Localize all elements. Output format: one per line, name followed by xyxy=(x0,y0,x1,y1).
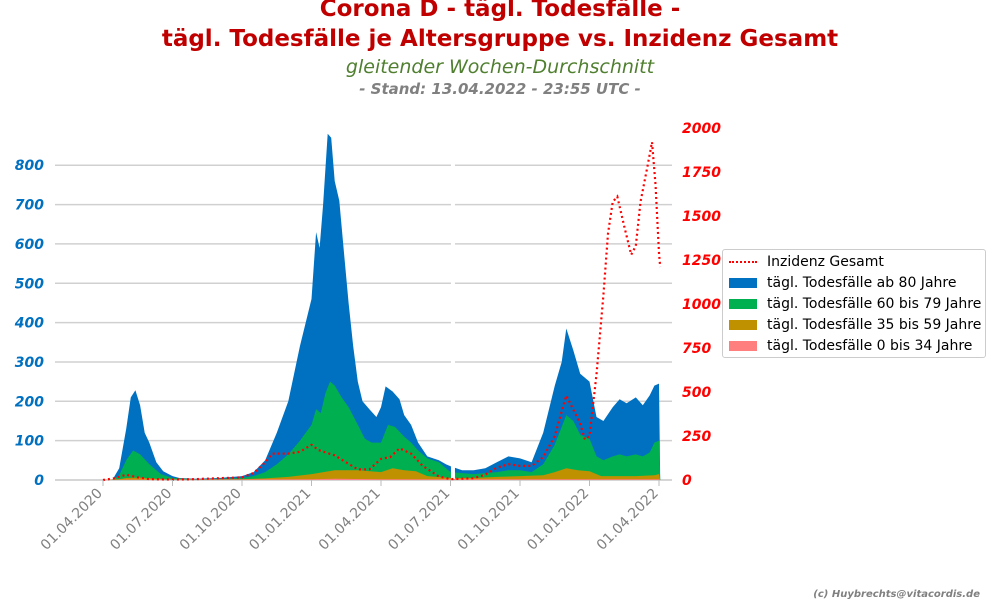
x-tick-label: 01.10.2020 xyxy=(177,486,245,554)
y-right-tick-label: 500 xyxy=(682,385,711,401)
chart-title-line2: tägl. Todesfälle je Altersgruppe vs. Inz… xyxy=(161,26,839,52)
y-left-tick-label: 0 xyxy=(34,473,44,489)
legend-item-60bis79: tägl. Todesfälle 60 bis 79 Jahre xyxy=(729,295,981,313)
y-right-tick-label: 750 xyxy=(682,341,711,357)
y-left-tick-label: 400 xyxy=(14,316,44,332)
y-right-tick-label: 1500 xyxy=(682,209,721,225)
x-tick-label: 01.04.2020 xyxy=(38,486,106,554)
y-left-tick-label: 100 xyxy=(15,434,44,450)
legend-item-inzidenz: Inzidenz Gesamt xyxy=(729,253,884,271)
legend-item-0bis34: tägl. Todesfälle 0 bis 34 Jahre xyxy=(729,337,972,355)
y-left-tick-label: 500 xyxy=(15,276,44,292)
y-left-tick-label: 600 xyxy=(15,237,44,253)
legend-swatch-60bis79 xyxy=(729,299,757,309)
y-right-tick-label: 250 xyxy=(682,429,711,445)
area-0-bis-34 xyxy=(103,478,661,480)
area-35-bis-59 xyxy=(103,468,661,480)
chart-subtitle: gleitender Wochen-Durchschnitt xyxy=(345,56,655,78)
copyright-credit: (c) Huybrechts@vitacordis.de xyxy=(813,589,980,600)
data-gap xyxy=(450,120,455,479)
chart-legend: Inzidenz Gesamt tägl. Todesfälle ab 80 J… xyxy=(722,249,986,358)
legend-label: tägl. Todesfälle 35 bis 59 Jahre xyxy=(767,317,982,333)
y-right-tick-label: 1250 xyxy=(682,253,721,269)
y-right-tick-label: 2000 xyxy=(682,121,721,137)
legend-label: tägl. Todesfälle 60 bis 79 Jahre xyxy=(767,296,982,312)
area-60-bis-79 xyxy=(103,381,661,480)
x-tick-label: 01.01.2022 xyxy=(524,486,592,554)
area-series xyxy=(103,120,661,481)
x-tick-label: 01.07.2020 xyxy=(107,486,175,554)
y-left-tick-label: 300 xyxy=(15,355,44,371)
y-axis-left: 0 100 200 300 400 500 600 700 800 xyxy=(14,158,44,489)
legend-label: tägl. Todesfälle ab 80 Jahre xyxy=(767,275,957,291)
legend-swatch-inzidenz xyxy=(729,261,757,263)
legend-label: Inzidenz Gesamt xyxy=(767,254,884,270)
y-left-tick-label: 800 xyxy=(15,158,44,174)
legend-swatch-0bis34 xyxy=(729,341,757,351)
x-tick-label: 01.07.2021 xyxy=(385,486,453,554)
line-series xyxy=(102,141,662,482)
x-tick-label: 01.04.2021 xyxy=(316,486,384,554)
y-right-tick-label: 1750 xyxy=(682,165,721,181)
legend-item-ab80: tägl. Todesfälle ab 80 Jahre xyxy=(729,274,956,292)
legend-label: tägl. Todesfälle 0 bis 34 Jahre xyxy=(767,338,973,354)
y-right-tick-label: 0 xyxy=(682,473,692,489)
chart-title-line1: Corona D - tägl. Todesfälle - xyxy=(319,0,681,22)
legend-item-35bis59: tägl. Todesfälle 35 bis 59 Jahre xyxy=(729,316,981,334)
y-axis-right: 0 250 500 750 1000 1250 1500 1750 2000 xyxy=(682,121,721,489)
legend-swatch-35bis59 xyxy=(729,320,757,330)
legend-swatch-ab80 xyxy=(729,278,757,288)
x-tick-label: 01.01.2021 xyxy=(246,486,314,554)
y-left-tick-label: 200 xyxy=(15,394,44,410)
line-inzidenz-gesamt xyxy=(102,141,662,482)
x-tick-label: 01.10.2021 xyxy=(455,486,523,554)
x-tick-label: 01.04.2022 xyxy=(594,486,662,554)
y-left-tick-label: 700 xyxy=(15,198,44,214)
y-right-tick-label: 1000 xyxy=(682,297,721,313)
x-axis: 01.04.2020 01.07.2020 01.10.2020 01.01.2021… xyxy=(38,480,662,554)
area-ab-80 xyxy=(103,133,661,481)
chart-stand-date: - Stand: 13.04.2022 - 23:55 UTC - xyxy=(359,80,641,98)
